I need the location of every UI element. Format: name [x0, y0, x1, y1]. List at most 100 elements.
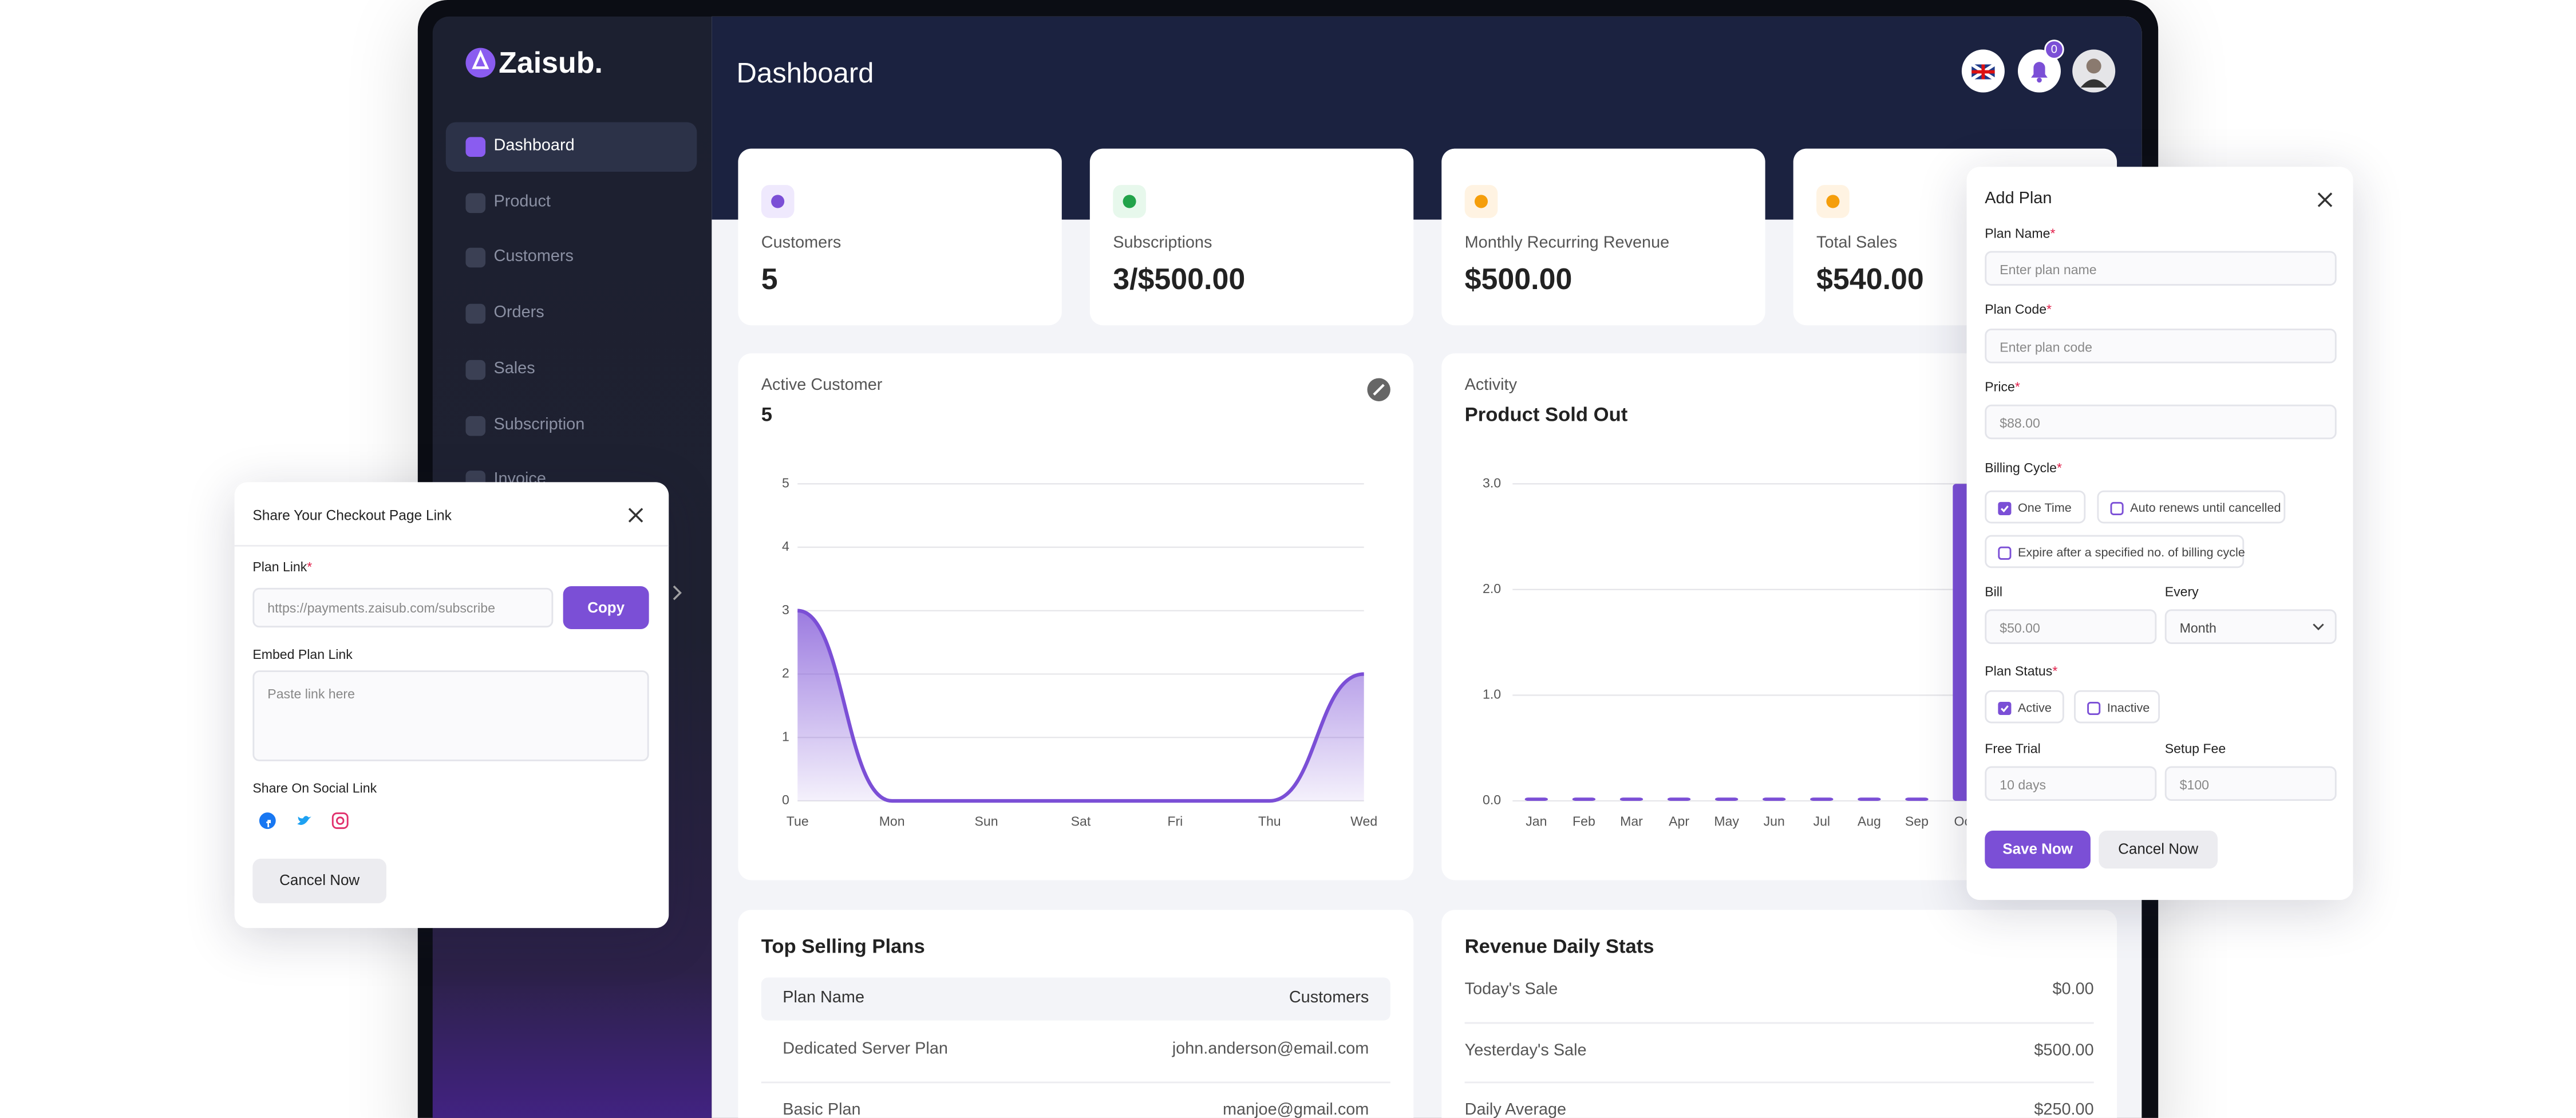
label-text: Price: [1985, 379, 2015, 394]
nav-item[interactable]: Orders: [493, 304, 544, 322]
stat-name: Daily Average: [1464, 1101, 1567, 1118]
label-text: Share On Social Link: [252, 780, 377, 795]
cell: Basic Plan: [783, 1101, 861, 1118]
option-label: Expire after a specified no. of billing …: [2017, 545, 2245, 560]
notifications[interactable]: [2017, 49, 2061, 93]
nav-item[interactable]: Customers: [493, 248, 574, 267]
chart-card: Active Customer50%VS LAST WEEK: [738, 353, 1414, 880]
chart-label: Active Customer: [761, 376, 883, 395]
stat-label: Customers: [761, 234, 841, 253]
nav-item[interactable]: Dashboard: [493, 137, 575, 156]
input-text: https://payments.zaisub.com/subscribe: [267, 601, 495, 616]
nav-item[interactable]: Product: [493, 192, 551, 211]
nav-icon: [465, 192, 486, 213]
input[interactable]: Enter plan code: [1985, 329, 2337, 364]
stat-icon: [1113, 185, 1146, 218]
checkbox-option[interactable]: Active: [1985, 690, 2064, 724]
stat-amount: $0.00: [2052, 981, 2094, 1000]
field-label: Price*: [1985, 379, 2020, 394]
field-label: Plan Link*: [252, 560, 312, 574]
checkbox-checked: [1998, 501, 2012, 515]
row-divider: [761, 1081, 1390, 1084]
required-mark: *: [2046, 301, 2052, 317]
stat-name: Today's Sale: [1464, 981, 1558, 1000]
checkbox-option[interactable]: Expire after a specified no. of billing …: [1985, 535, 2245, 568]
row-divider: [1464, 1021, 2094, 1024]
label-text: Billing Cycle: [1985, 460, 2057, 475]
label-text: Plan Status: [1985, 663, 2053, 678]
field-label: Plan Code*: [1985, 301, 2052, 317]
nav-item[interactable]: Sales: [493, 360, 535, 378]
input[interactable]: Enter plan name: [1985, 251, 2337, 286]
input[interactable]: 10 days: [1985, 766, 2157, 801]
checkbox-option[interactable]: One Time: [1985, 490, 2086, 524]
field-label: Embed Plan Link: [252, 646, 353, 662]
instagram-icon[interactable]: [331, 812, 349, 829]
label-text: Every: [2164, 583, 2199, 599]
change-icon: [1367, 378, 1390, 401]
input-text: Paste link here: [267, 686, 355, 702]
input-text: Month: [2179, 620, 2217, 635]
language-flag[interactable]: [1961, 49, 2005, 93]
input-text: $50.00: [2000, 620, 2040, 635]
share-modal: Share Your Checkout Page Link Plan Link* h…: [234, 482, 669, 929]
input-text: Enter plan code: [2000, 339, 2092, 354]
button[interactable]: Cancel Now: [2099, 830, 2218, 869]
required-mark: *: [307, 559, 313, 574]
input[interactable]: https://payments.zaisub.com/subscribe: [252, 587, 554, 628]
field-label: Share On Social Link: [252, 780, 377, 795]
sidebar-collapse[interactable]: [672, 585, 682, 601]
textarea[interactable]: Paste link here: [252, 670, 649, 761]
select-chevron: [2313, 623, 2324, 631]
checkbox-option[interactable]: Auto renews until cancelled: [2097, 490, 2286, 524]
checkbox: [2087, 701, 2101, 716]
column-header: Plan Name: [783, 989, 864, 1008]
stat-value: 5: [761, 262, 778, 296]
cell: Dedicated Server Plan: [783, 1040, 948, 1059]
close-button[interactable]: [628, 508, 643, 523]
checkbox-option[interactable]: Inactive: [2074, 690, 2160, 724]
brand: Zaisub.: [499, 46, 603, 80]
stats-card: Revenue Daily Stats Today's Sale $0.00 Yest…: [1441, 910, 2117, 1118]
nav-icon: [465, 360, 486, 380]
label-text: Embed Plan Link: [252, 646, 353, 662]
stat-icon: [1816, 185, 1850, 218]
input-text: Enter plan name: [2000, 262, 2097, 277]
modal-title: Share Your Checkout Page Link: [252, 506, 452, 523]
twitter-icon[interactable]: [295, 812, 312, 829]
input[interactable]: $50.00: [1985, 609, 2157, 644]
required-mark: *: [2056, 460, 2063, 475]
close-button[interactable]: [2317, 192, 2333, 207]
button-label: Copy: [587, 598, 625, 615]
cell: john.anderson@email.com: [1172, 1040, 1369, 1059]
label-text: Bill: [1985, 583, 2003, 599]
button[interactable]: Save Now: [1985, 830, 2091, 869]
modal-title: Add Plan: [1985, 189, 2052, 208]
nav-icon: [465, 137, 486, 157]
avatar[interactable]: [2072, 49, 2116, 93]
cell: manjoe@gmail.com: [1223, 1101, 1369, 1118]
checkbox: [2110, 501, 2124, 515]
input-text: $88.00: [2000, 415, 2040, 430]
stat-card: Customers 5: [738, 148, 1062, 326]
stat-amount: $250.00: [2034, 1101, 2094, 1118]
logo-mark: [465, 48, 496, 78]
option-label: Active: [2017, 700, 2052, 716]
page-title: Dashboard: [736, 57, 874, 89]
input[interactable]: $88.00: [1985, 404, 2337, 440]
input[interactable]: $100: [2164, 766, 2337, 801]
button[interactable]: Copy: [563, 586, 649, 630]
column-header: Customers: [1289, 989, 1369, 1008]
stat-value: $500.00: [1464, 262, 1573, 296]
notification-count: 0: [2050, 44, 2058, 56]
card-title: Top Selling Plans: [761, 934, 925, 958]
add-plan-modal: Add Plan Plan Name* Enter plan name Plan Co…: [1966, 167, 2353, 900]
nav-item[interactable]: Subscription: [493, 415, 585, 434]
button[interactable]: Cancel Now: [252, 858, 386, 903]
input[interactable]: Month: [2164, 609, 2337, 644]
button-label: Save Now: [2002, 840, 2073, 858]
facebook-icon[interactable]: [259, 812, 276, 829]
required-mark: *: [2052, 663, 2058, 678]
required-mark: *: [2050, 225, 2056, 240]
